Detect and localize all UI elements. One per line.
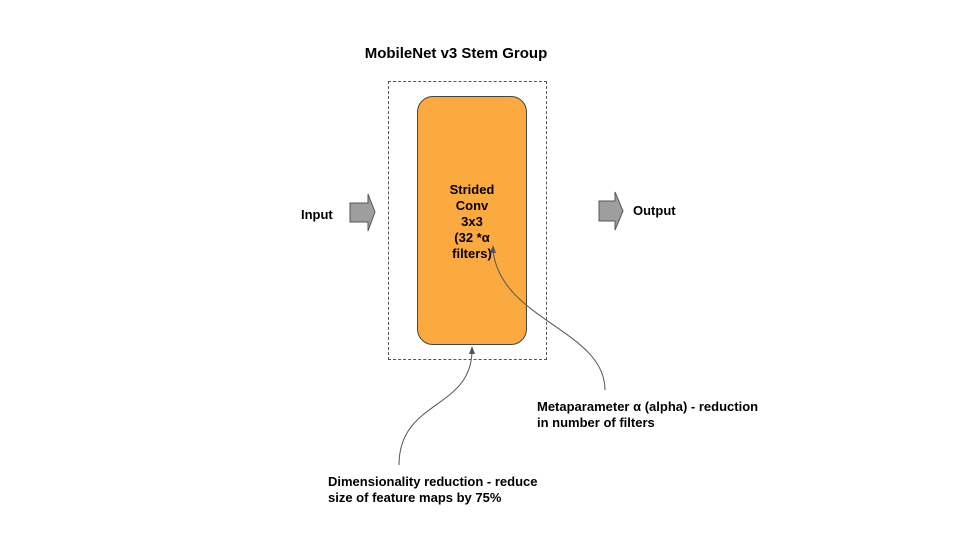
stem-group-boundary (388, 81, 547, 360)
alpha-annotation: Metaparameter α (alpha) - reduction in n… (537, 399, 759, 430)
diagram-title: MobileNet v3 Stem Group (364, 45, 548, 62)
dimensionality-annotation: Dimensionality reduction - reduce size o… (328, 474, 538, 505)
dim-callout-arrowhead-icon (469, 346, 475, 354)
strided-conv-label: Strided Conv 3x3 (32 *α filters) (449, 182, 495, 261)
input-arrow-icon (349, 193, 376, 232)
output-arrow-icon (598, 191, 624, 231)
alpha-callout-line (492, 249, 606, 391)
strided-conv-block (417, 96, 527, 345)
output-label: Output (633, 203, 676, 218)
alpha-callout-arrowhead-icon (490, 245, 496, 253)
input-label: Input (301, 207, 333, 222)
dim-callout-line (398, 351, 473, 466)
